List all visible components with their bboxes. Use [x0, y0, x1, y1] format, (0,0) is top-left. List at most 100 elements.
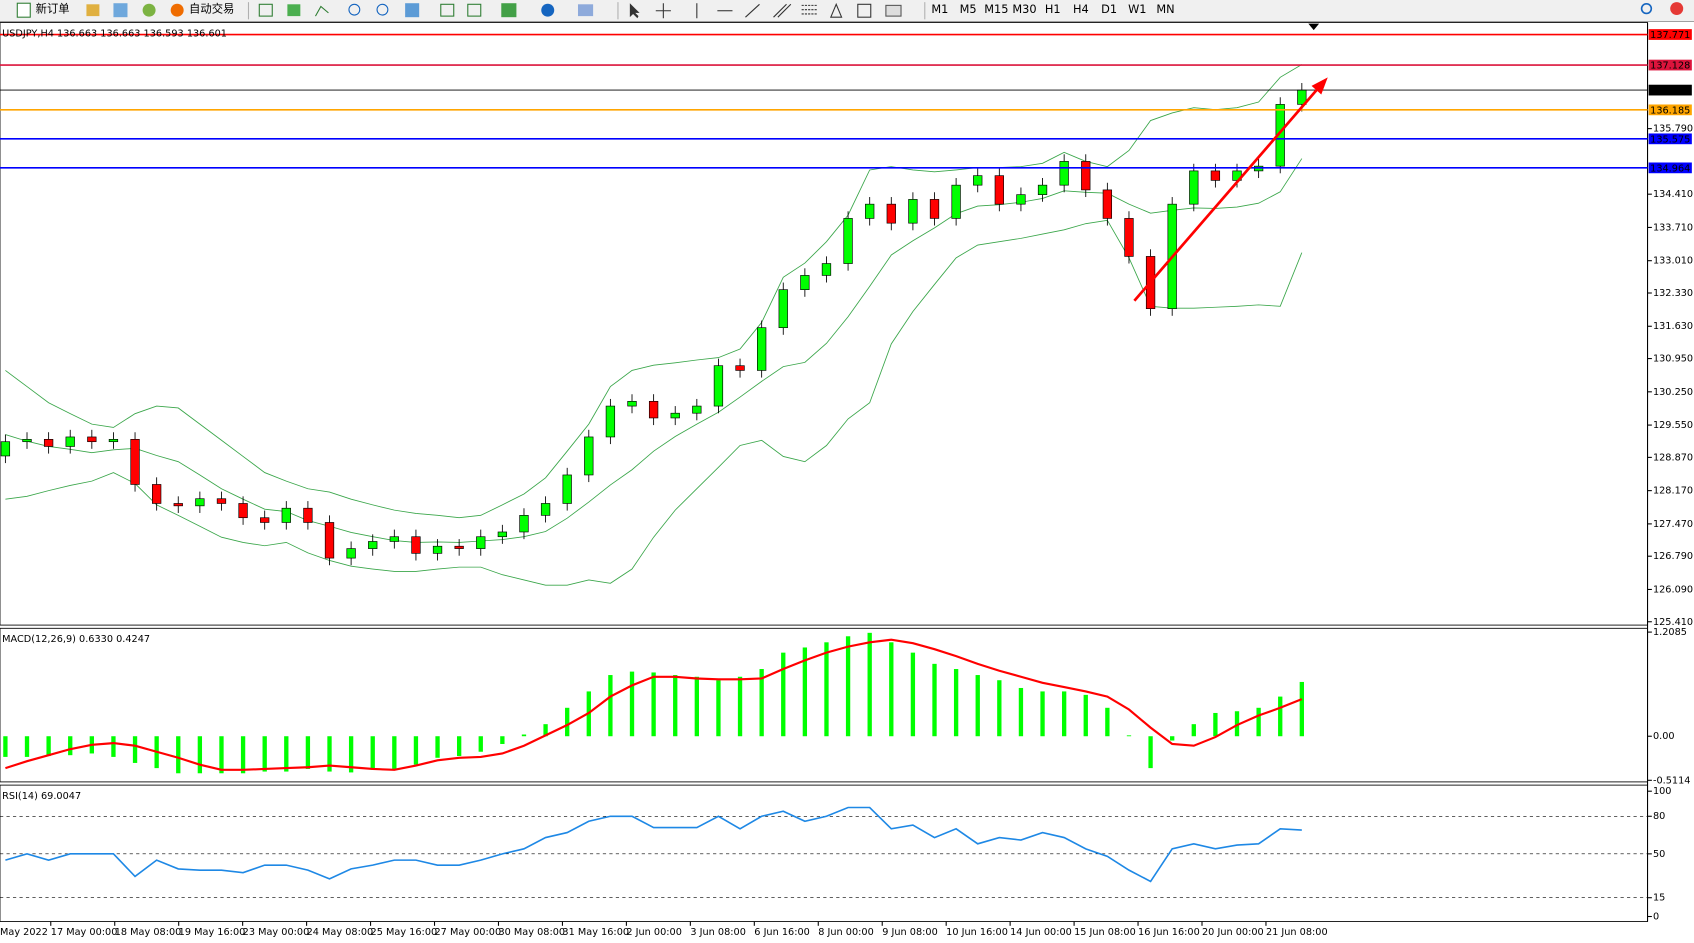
- x-tick-label: 19 May 16:00: [179, 927, 246, 938]
- candle-chart-button[interactable]: [287, 4, 301, 17]
- macd-bar: [68, 736, 73, 756]
- macd-bar: [3, 736, 8, 757]
- x-tick-label: 6 Jun 16:00: [754, 927, 810, 938]
- cursor-button[interactable]: [629, 3, 640, 19]
- macd-bar: [694, 676, 699, 737]
- x-tick-label: 27 May 00:00: [435, 927, 502, 938]
- x-tick-label: 17 May 00:00: [51, 927, 118, 938]
- macd-bar: [1170, 736, 1175, 741]
- timeframe-button[interactable]: D1: [1101, 3, 1117, 16]
- candle-body: [627, 400, 637, 407]
- candle-body: [173, 503, 183, 507]
- macd-bar: [413, 736, 419, 765]
- auto-trade-icon: [170, 3, 184, 17]
- timeframe-button[interactable]: H1: [1045, 3, 1061, 16]
- timeframe-button[interactable]: M1: [931, 3, 948, 16]
- timeframe-button[interactable]: M5: [960, 3, 977, 16]
- notification-button[interactable]: [1670, 2, 1684, 16]
- text-button[interactable]: [829, 2, 843, 18]
- price-level-tag: [1648, 104, 1692, 116]
- label-button[interactable]: [857, 3, 872, 18]
- candle-body: [22, 439, 32, 443]
- x-tick-label: 24 May 08:00: [307, 927, 374, 938]
- x-tick-label: 18 May 08:00: [115, 927, 182, 938]
- indicator-title: MACD(12,26,9) 0.6330 0.4247: [2, 634, 150, 645]
- tile-button[interactable]: [405, 3, 420, 18]
- zoom-out-button[interactable]: [376, 3, 389, 16]
- price-level-label: 134.964: [1650, 163, 1690, 174]
- candle-body: [454, 545, 464, 549]
- price-level-tag: [1648, 29, 1692, 40]
- indicator-title: USDJPY,H4 136.663 136.663 136.593 136.60…: [2, 28, 227, 39]
- candle-body: [1189, 170, 1199, 205]
- macd-bar: [132, 736, 138, 763]
- new-order-button[interactable]: 新订单: [16, 2, 70, 18]
- zoom-in-button[interactable]: [348, 3, 361, 16]
- candle-body: [152, 484, 162, 504]
- periods-button[interactable]: [541, 3, 555, 17]
- templates-button[interactable]: [577, 4, 594, 17]
- auto-trade-button[interactable]: 自动交易: [170, 2, 235, 17]
- plot-area: 135.790 134.410 133.710 133.010 132.330 131.6…: [0, 22, 1693, 938]
- macd-bar: [1234, 711, 1240, 737]
- x-tick-label: May 2022: [0, 927, 48, 938]
- candle-body: [1037, 184, 1048, 195]
- fibo-button[interactable]: [801, 4, 817, 15]
- macd-bar: [975, 675, 980, 737]
- timeframe-button[interactable]: H4: [1073, 3, 1089, 16]
- macd-bar: [1299, 681, 1304, 737]
- trend-arrow: [1133, 77, 1328, 302]
- price-level-label: 136.185: [1650, 105, 1690, 116]
- candle-body: [389, 536, 399, 542]
- arrows-button[interactable]: [885, 4, 902, 17]
- candle-body: [0, 441, 11, 457]
- y-tick-label: 133.710: [1653, 222, 1693, 233]
- timeframe-button[interactable]: M15: [984, 3, 1008, 16]
- macd-bar: [348, 736, 354, 773]
- price-level-tag: [1648, 162, 1692, 174]
- y-tick-label: 126.790: [1653, 551, 1693, 562]
- scroll-button[interactable]: [440, 3, 455, 17]
- new-order-icon: [16, 2, 31, 18]
- x-tick-label: 23 May 00:00: [243, 927, 310, 938]
- search-button[interactable]: [1640, 2, 1653, 15]
- macd-bar: [478, 736, 483, 752]
- shift-button[interactable]: [467, 3, 482, 17]
- toolbar-icon[interactable]: [113, 3, 128, 18]
- line-chart-button[interactable]: [314, 5, 329, 17]
- timeframe-button[interactable]: W1: [1128, 3, 1146, 16]
- macd-bar: [565, 707, 570, 737]
- candle-body: [281, 507, 291, 523]
- timeframe-bar: M1 M5 M15 M30 H1 H4 D1 W1 MN: [931, 3, 1174, 16]
- y-tick-label: 50: [1653, 849, 1665, 860]
- bollinger-lower: [5, 219, 1303, 586]
- macd-bar: [1213, 712, 1218, 737]
- crosshair-button[interactable]: [655, 3, 671, 19]
- candle-body: [540, 503, 551, 516]
- macd-bar: [737, 676, 743, 737]
- new-order-label: 新订单: [36, 2, 70, 16]
- candle-body: [432, 545, 443, 554]
- x-tick-label: 15 Jun 08:00: [1074, 927, 1136, 938]
- candle-body: [908, 199, 918, 224]
- toolbar-icon[interactable]: [142, 3, 156, 17]
- macd-bar: [176, 736, 181, 774]
- timeframe-button[interactable]: M30: [1012, 3, 1036, 16]
- x-tick-label: 3 Jun 08:00: [690, 927, 746, 938]
- candle-body: [1016, 194, 1026, 205]
- toolbar-icon[interactable]: [86, 4, 100, 17]
- macd-bar: [1126, 735, 1132, 737]
- macd-bar: [500, 736, 505, 744]
- timeframe-button[interactable]: MN: [1156, 3, 1174, 16]
- trendline-button[interactable]: [745, 3, 760, 18]
- candle-body: [411, 536, 421, 554]
- x-tick-label: 9 Jun 08:00: [882, 927, 938, 938]
- indicators-button[interactable]: [501, 3, 517, 18]
- macd-bar: [456, 736, 462, 757]
- macd-bar: [802, 647, 808, 737]
- channel-button[interactable]: [773, 3, 792, 18]
- y-tick-label: -0.5114: [1653, 775, 1691, 786]
- x-tick-label: 14 Jun 00:00: [1010, 927, 1072, 938]
- bar-chart-button[interactable]: [258, 3, 273, 17]
- candle-body: [994, 175, 1004, 205]
